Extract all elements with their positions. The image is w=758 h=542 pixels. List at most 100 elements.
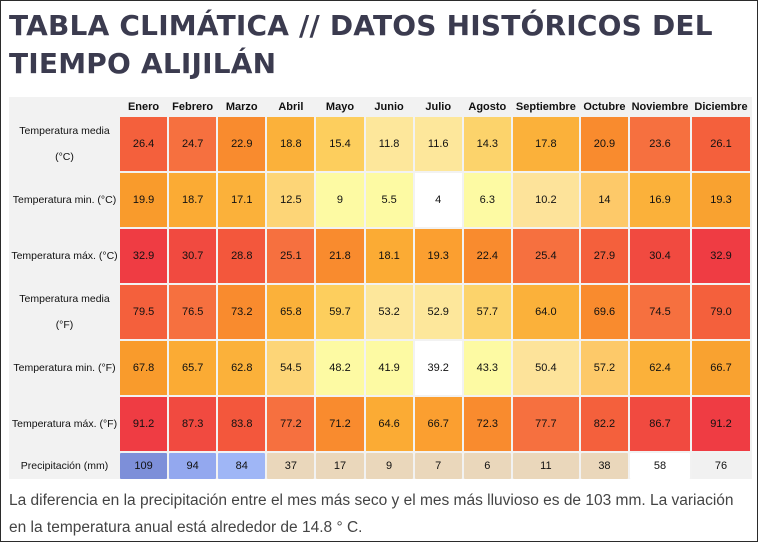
value-cell: 15.4	[316, 117, 364, 171]
value-cell: 25.4	[512, 229, 579, 283]
climate-table-body: Temperatura media (°C) 26.4 24.7 22.9 18.8 15…	[11, 117, 750, 479]
row-label: Temperatura min. (°F)	[13, 362, 116, 374]
row-label: Temperatura máx. (°F)	[11, 418, 118, 430]
month-header: Junio	[374, 101, 404, 113]
month-header: Diciembre	[694, 101, 748, 113]
value-cell: 11.6	[414, 117, 462, 171]
value-cell: 77.2	[267, 397, 315, 451]
value-cell: 5.5	[365, 173, 413, 227]
climate-row: Temperatura media (°C) 26.4 24.7 22.9 18.8 15…	[11, 117, 750, 171]
value-cell: 37	[267, 453, 315, 479]
value-cell: 83.8	[218, 397, 266, 451]
value-cell: 86.7	[630, 397, 690, 451]
row-label: Temperatura min. (°C)	[12, 194, 117, 206]
month-header: Noviembre	[631, 101, 689, 113]
value-cell: 73.2	[218, 285, 266, 339]
value-cell: 72.3	[463, 397, 511, 451]
value-cell: 67.8	[120, 341, 168, 395]
value-cell: 76.5	[169, 285, 217, 339]
month-header: Febrero	[172, 101, 214, 113]
value-cell: 32.9	[692, 229, 750, 283]
value-cell: 66.7	[692, 341, 750, 395]
value-cell: 19.3	[692, 173, 750, 227]
value-cell: 39.2	[414, 341, 462, 395]
month-header: Mayo	[325, 101, 355, 113]
value-cell: 28.8	[218, 229, 266, 283]
value-cell: 57.7	[463, 285, 511, 339]
value-cell: 19.3	[414, 229, 462, 283]
value-cell: 26.1	[692, 117, 750, 171]
value-cell: 14.3	[463, 117, 511, 171]
value-cell: 7	[414, 453, 462, 479]
value-cell: 48.2	[316, 341, 364, 395]
value-cell: 84	[218, 453, 266, 479]
value-cell: 24.7	[169, 117, 217, 171]
month-header: Agosto	[468, 101, 507, 113]
month-header: Septiembre	[515, 101, 576, 113]
value-cell: 9	[316, 173, 364, 227]
value-cell: 18.1	[365, 229, 413, 283]
value-cell: 74.5	[630, 285, 690, 339]
value-cell: 17	[316, 453, 364, 479]
climate-table: Enero Febrero Marzo Abril Mayo Junio Jul…	[9, 97, 752, 481]
value-cell: 9	[365, 453, 413, 479]
value-cell: 22.4	[463, 229, 511, 283]
value-cell: 21.8	[316, 229, 364, 283]
month-header: Marzo	[225, 101, 258, 113]
value-cell: 91.2	[692, 397, 750, 451]
climate-row: Temperatura min. (°F) 67.8 65.7 62.8 54.5 48.…	[11, 341, 750, 395]
value-cell: 71.2	[316, 397, 364, 451]
month-header: Julio	[425, 101, 452, 113]
value-cell: 32.9	[120, 229, 168, 283]
value-cell: 12.5	[267, 173, 315, 227]
value-cell: 109	[120, 453, 168, 479]
climate-row: Temperatura máx. (°C) 32.9 30.7 28.8 25.1 21.…	[11, 229, 750, 283]
climate-row: Temperatura máx. (°F) 91.2 87.3 83.8 77.2 71.…	[11, 397, 750, 451]
month-header: Octubre	[583, 101, 626, 113]
value-cell: 22.9	[218, 117, 266, 171]
value-cell: 91.2	[120, 397, 168, 451]
climate-description: La diferencia en la precipitación entre …	[9, 492, 734, 536]
value-cell: 52.9	[414, 285, 462, 339]
value-cell: 41.9	[365, 341, 413, 395]
value-cell: 54.5	[267, 341, 315, 395]
climate-row: Temperatura media (°F) 79.5 76.5 73.2 65.8 59…	[11, 285, 750, 339]
value-cell: 30.7	[169, 229, 217, 283]
row-label: Precipitación (mm)	[20, 460, 109, 472]
value-cell: 58	[630, 453, 690, 479]
value-cell: 65.7	[169, 341, 217, 395]
value-cell: 4	[414, 173, 462, 227]
climate-row: Temperatura min. (°C) 19.9 18.7 17.1 12.5 9 5.…	[11, 173, 750, 227]
value-cell: 17.8	[512, 117, 579, 171]
value-cell: 69.6	[580, 285, 628, 339]
value-cell: 66.7	[414, 397, 462, 451]
value-cell: 43.3	[463, 341, 511, 395]
page-title: TABLA CLIMÁTICA // DATOS HISTÓRICOS DEL …	[9, 9, 713, 80]
value-cell: 23.6	[630, 117, 690, 171]
value-cell: 14	[580, 173, 628, 227]
row-label: Temperatura media (°C)	[19, 125, 110, 163]
value-cell: 20.9	[580, 117, 628, 171]
value-cell: 65.8	[267, 285, 315, 339]
value-cell: 17.1	[218, 173, 266, 227]
value-cell: 62.8	[218, 341, 266, 395]
value-cell: 6.3	[463, 173, 511, 227]
value-cell: 82.2	[580, 397, 628, 451]
value-cell: 94	[169, 453, 217, 479]
value-cell: 76	[692, 453, 750, 479]
value-cell: 79.5	[120, 285, 168, 339]
value-cell: 77.7	[512, 397, 579, 451]
value-cell: 11	[512, 453, 579, 479]
value-cell: 53.2	[365, 285, 413, 339]
climate-table-container: Enero Febrero Marzo Abril Mayo Junio Jul…	[9, 97, 752, 479]
value-cell: 11.8	[365, 117, 413, 171]
value-cell: 10.2	[512, 173, 579, 227]
row-label: Temperatura máx. (°C)	[11, 250, 118, 262]
value-cell: 79.0	[692, 285, 750, 339]
value-cell: 64.6	[365, 397, 413, 451]
month-header: Abril	[278, 101, 304, 113]
value-cell: 25.1	[267, 229, 315, 283]
value-cell: 62.4	[630, 341, 690, 395]
value-cell: 87.3	[169, 397, 217, 451]
value-cell: 6	[463, 453, 511, 479]
